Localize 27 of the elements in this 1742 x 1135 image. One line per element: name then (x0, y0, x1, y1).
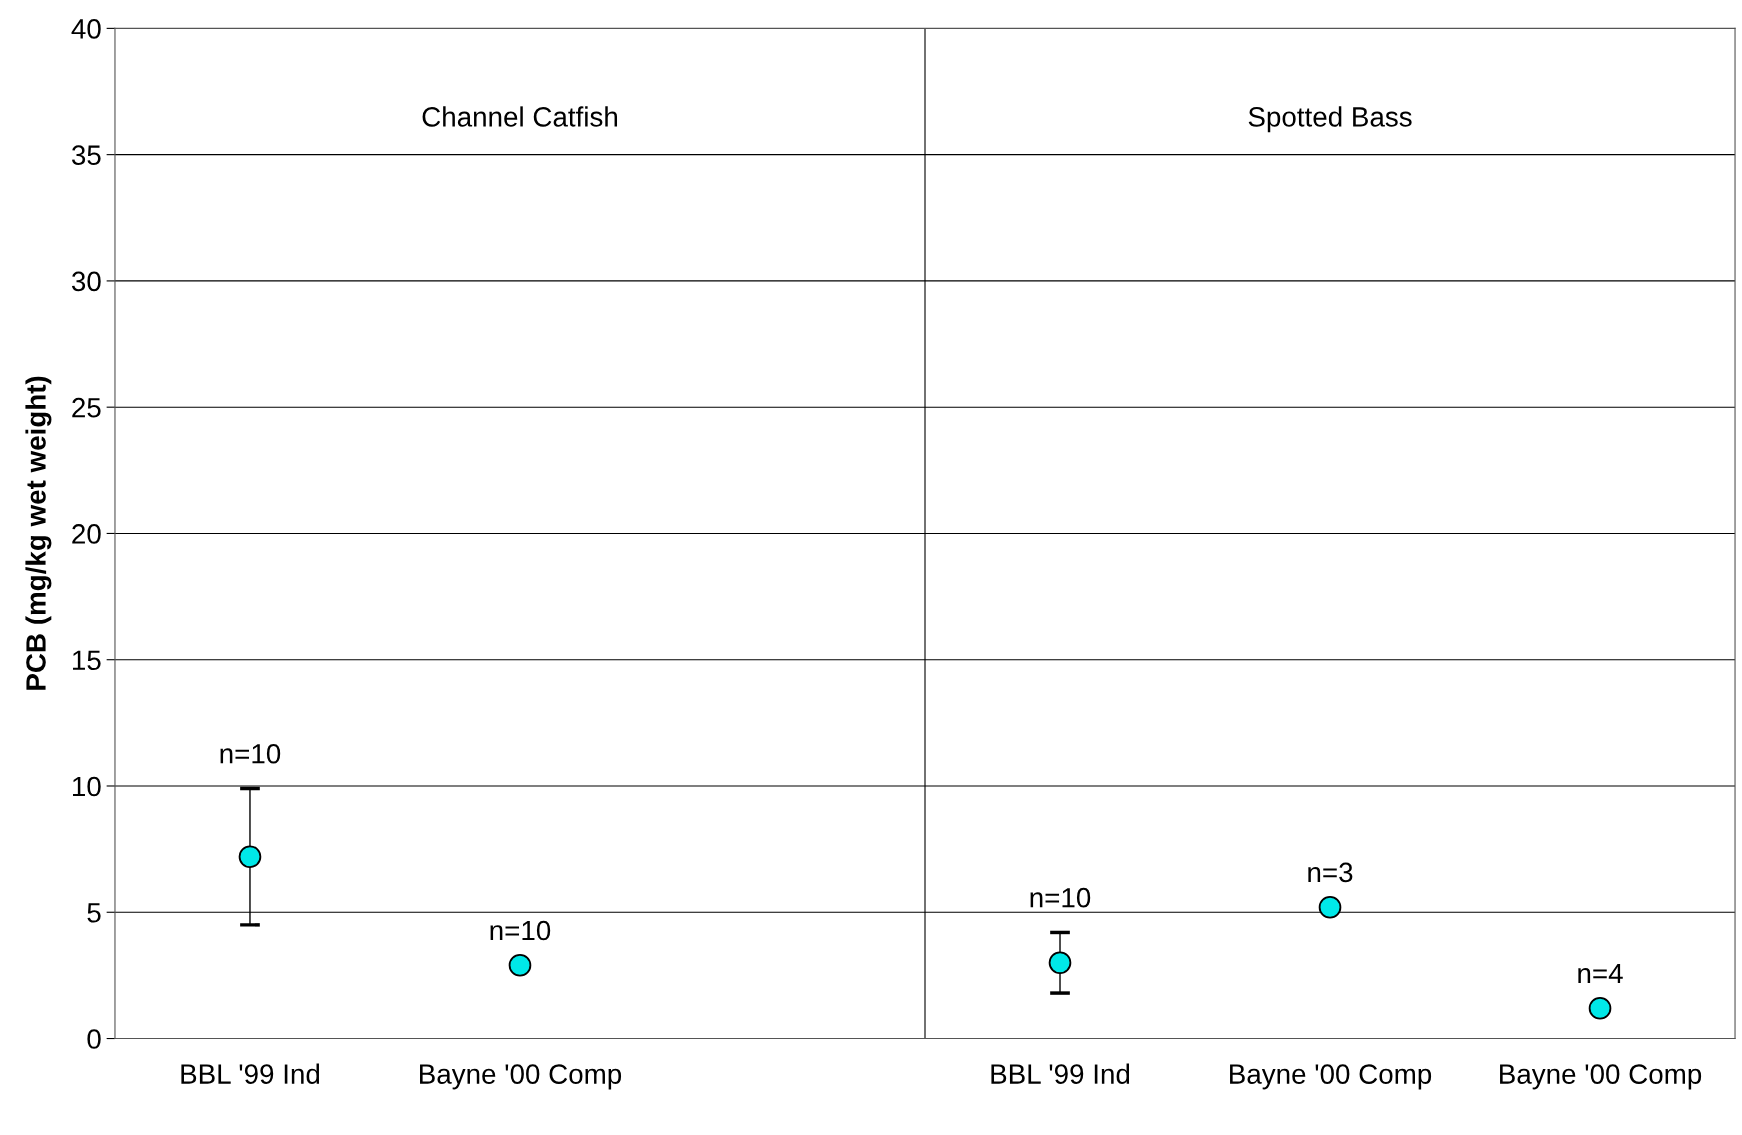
point (238, 845, 262, 869)
y-tick-label: 10 (73, 776, 101, 797)
x-tick-label: Bayne '00 Comp (1500, 1064, 1702, 1090)
point (1318, 895, 1342, 919)
annotation: n=10 (220, 743, 281, 764)
y-tick-label: 25 (72, 397, 101, 418)
point (1048, 951, 1072, 975)
y-tick-label: 35 (71, 145, 101, 165)
y-tick-label: 5 (87, 903, 101, 923)
y-axis-title: PCB (mg/kg wet weight) (25, 376, 52, 690)
y-tick-label: 0 (87, 1029, 101, 1049)
annotation: n=10 (490, 920, 551, 941)
y-tick-label: 15 (73, 650, 101, 671)
point (1588, 996, 1612, 1020)
point (508, 953, 532, 977)
y-tick-label: 40 (71, 19, 101, 39)
annotation: n=3 (1308, 862, 1353, 883)
annotation: n=4 (1578, 963, 1623, 984)
x-tick-label: Bayne '00 Comp (420, 1064, 622, 1090)
annotation: n=10 (1030, 887, 1091, 908)
x-tick-label: BBL '99 Ind (181, 1063, 320, 1084)
annotation: Channel Catfish (422, 106, 618, 127)
x-tick-label: BBL '99 Ind (991, 1063, 1130, 1084)
y-tick-label: 20 (72, 524, 101, 544)
x-tick-label: Bayne '00 Comp (1230, 1064, 1432, 1090)
annotation: Spotted Bass (1248, 106, 1412, 133)
y-tick-label: 30 (71, 271, 101, 292)
